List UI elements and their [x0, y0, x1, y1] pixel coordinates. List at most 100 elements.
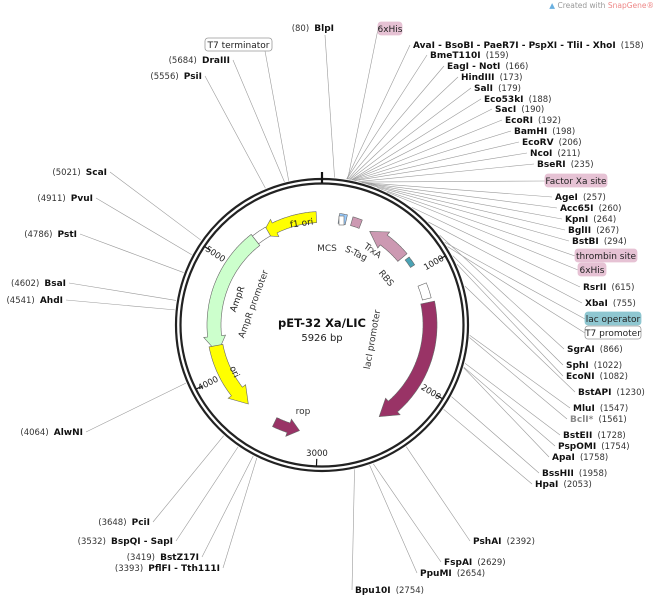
enzyme-site-label: AvaI - BsoBI - PaeR7I - PspXI - TliI - X…	[413, 33, 644, 52]
enzyme-site-label: SacI (190)	[495, 97, 544, 116]
feature-ampr-promoter-arrow[interactable]	[251, 226, 271, 245]
enzyme-site-label: BssHII (1958)	[542, 461, 607, 480]
enzyme-site-label: (5021) ScaI	[52, 160, 107, 179]
enzyme-position: (179)	[498, 84, 521, 94]
enzyme-position: (1082)	[600, 372, 628, 382]
enzyme-position: (294)	[604, 237, 627, 247]
feature-s-tag-arrow[interactable]	[350, 216, 363, 229]
enzyme-leader-line	[456, 263, 564, 377]
enzyme-site-label: (5556) PsiI	[150, 64, 202, 83]
tick-label: 2000	[419, 383, 443, 403]
enzyme-site-label: RsrII (615)	[583, 275, 634, 294]
feature-laci-arrow[interactable]	[378, 300, 438, 417]
enzyme-name: EcoRV	[522, 138, 554, 148]
enzyme-site-label: (3419) BstZ17I	[127, 545, 199, 564]
feature-leader-line	[447, 246, 586, 334]
credit-brand: SnapGene®	[607, 1, 654, 10]
feature-rbs-arrow[interactable]	[404, 256, 416, 268]
enzyme-position: (2629)	[477, 558, 505, 568]
feature-laci-promoter-arrow[interactable]	[417, 282, 432, 301]
feature-name-label: RBS	[376, 269, 395, 289]
enzyme-leader-line	[362, 182, 563, 220]
tick-mark	[435, 394, 443, 400]
feature-label-lac-operator: lac operator	[584, 311, 642, 326]
enzyme-site-label: SalI (179)	[474, 76, 521, 95]
plasmid-length: 5926 bp	[301, 333, 342, 344]
enzyme-position: (260)	[599, 204, 622, 214]
enzyme-leader-line	[369, 465, 418, 574]
feature-name-label: MCS	[317, 244, 337, 254]
enzyme-site-label: (80) BlpI	[292, 16, 334, 35]
enzyme-site-label: FspAI (2629)	[444, 550, 506, 569]
enzyme-name: BssHII	[542, 469, 574, 479]
enzyme-leader-line	[65, 299, 175, 311]
feature-ori-arrow[interactable]	[208, 343, 249, 405]
enzyme-position: (1547)	[600, 404, 628, 414]
enzyme-position: (5684)	[169, 56, 197, 66]
feature-leader-line	[444, 241, 586, 320]
feature-name-label: f1 ori	[289, 217, 314, 230]
enzyme-leader-line	[452, 255, 564, 366]
tick-mark	[438, 255, 446, 261]
feature-leader-line	[360, 180, 546, 183]
tick-label: 4000	[196, 375, 220, 394]
enzyme-site-label: EcoRV (206)	[522, 130, 582, 149]
enzyme-name: BlpI	[314, 24, 334, 34]
enzyme-position: (4541)	[6, 296, 34, 306]
enzyme-leader-line	[347, 65, 445, 180]
enzyme-leader-line	[95, 197, 192, 256]
enzyme-site-label: (3393) PflFI - Tth111I	[115, 556, 220, 575]
enzyme-name: Eco53kI	[484, 95, 524, 105]
enzyme-leader-line	[346, 44, 411, 180]
feature-f1-ori-arrow[interactable]	[261, 211, 317, 237]
enzyme-leader-line	[451, 396, 540, 474]
enzyme-position: (1561)	[598, 415, 626, 425]
enzyme-leader-line	[351, 469, 355, 591]
enzyme-leader-line	[352, 130, 512, 181]
enzyme-name: EcoNI	[566, 372, 595, 382]
enzyme-site-label: (3532) BspQI - SapI	[78, 529, 173, 548]
feature-label-text: 6xHis	[377, 25, 402, 35]
enzyme-site-label: Eco53kI (188)	[484, 87, 551, 106]
enzyme-site-label: SgrAI (866)	[567, 337, 623, 356]
feature-name-label: lacI	[389, 344, 403, 362]
enzyme-name: SacI	[495, 105, 516, 115]
enzyme-position: (211)	[558, 149, 581, 159]
enzyme-position: (3648)	[98, 518, 126, 528]
feature-label-t7-terminator: T7 terminator	[204, 37, 273, 52]
feature-rop-arrow[interactable]	[272, 417, 300, 437]
enzyme-leader-line	[469, 337, 568, 420]
enzyme-name: BstZ17I	[160, 553, 199, 563]
enzyme-position: (158)	[621, 41, 644, 51]
enzyme-name: HindIII	[461, 73, 495, 83]
enzyme-position: (257)	[583, 193, 606, 203]
feature-label-text: Factor Xa site	[545, 177, 607, 187]
enzyme-position: (235)	[571, 160, 594, 170]
enzyme-site-label: PshAI (2392)	[473, 529, 535, 548]
enzyme-leader-line	[361, 182, 553, 198]
enzyme-name: DraIII	[202, 56, 230, 66]
enzyme-name: BamHI	[514, 127, 547, 137]
backbone	[174, 172, 470, 473]
enzyme-leader-line	[201, 455, 254, 558]
tick-label: 1000	[422, 254, 446, 273]
feature-name-label: rop	[296, 407, 311, 417]
enzyme-position: (2053)	[564, 480, 592, 490]
enzyme-name: RsrII	[583, 283, 606, 293]
enzyme-leader-line	[68, 282, 177, 301]
enzyme-leader-line	[349, 87, 472, 180]
enzyme-leader-line	[85, 382, 187, 433]
enzyme-site-label: BseRI (235)	[537, 152, 594, 171]
enzyme-leader-line	[469, 335, 571, 409]
feature-trxa-arrow[interactable]	[369, 231, 408, 262]
feature-leader-line	[347, 28, 379, 180]
enzyme-leader-line	[175, 446, 239, 542]
enzyme-leader-line	[411, 207, 581, 288]
enzyme-site-label: SphI (1022)	[566, 353, 622, 372]
enzyme-position: (3393)	[115, 564, 143, 574]
enzyme-site-label: EagI - NotI (166)	[447, 54, 528, 73]
tick-label: 5000	[203, 245, 227, 265]
enzyme-name: BspQI - SapI	[111, 537, 173, 547]
enzyme-name: AvaI - BsoBI - PaeR7I - PspXI - TliI - X…	[413, 41, 616, 51]
feature-label-thrombin-site: thrombin site	[574, 248, 638, 263]
